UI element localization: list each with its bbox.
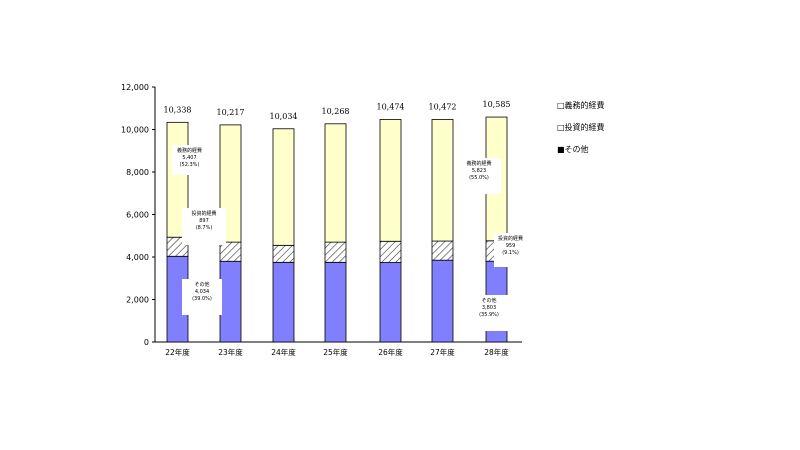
legend-entry: □投資的経費 xyxy=(557,122,605,132)
category-label: 24年度 xyxy=(271,347,296,357)
bar-segment-mandatory xyxy=(431,119,454,242)
data-callouts: 義務的経費5,407(52.3%)投資的経費897(8.7%)その他4,034(… xyxy=(172,145,527,331)
callout-text: 義務的経費 xyxy=(177,147,202,154)
bar-segment-investment xyxy=(324,241,347,263)
category-label: 27年度 xyxy=(430,347,455,357)
total-labels: 10,338 10,217 10,034 10,268 10,474 10,472 10,5… xyxy=(164,100,511,121)
y-tick-label: 6,000 xyxy=(126,211,149,220)
callout-text: 5,823 xyxy=(472,168,486,174)
y-tick-label: 12,000 xyxy=(121,83,149,92)
bar-segment-investment xyxy=(272,244,295,263)
callout-box xyxy=(182,208,226,245)
callout-box xyxy=(182,279,222,315)
category-labels: 22年度 23年度 24年度 25年度 26年度 27年度 28年度 xyxy=(165,347,509,357)
bar-segment-mandatory xyxy=(379,119,402,242)
callout-text: (52.3%) xyxy=(180,162,200,168)
y-tick-label: 2,000 xyxy=(126,296,149,305)
bar-segment-other xyxy=(431,259,454,343)
callout-text: (8.7%) xyxy=(196,225,213,231)
bar-segment-other xyxy=(324,261,347,343)
category-label: 23年度 xyxy=(218,347,243,357)
bar-segment-other xyxy=(379,262,402,343)
callout-text: 4,034 xyxy=(195,289,209,295)
legend-entry: □義務的経費 xyxy=(557,100,605,110)
y-tick-label: 0 xyxy=(144,338,149,347)
callout-text: 959 xyxy=(506,243,516,249)
legend: □義務的経費 □投資的経費 ■その他 xyxy=(557,100,605,154)
bar-segment-other xyxy=(272,261,295,343)
y-tick-label: 10,000 xyxy=(121,126,149,135)
bar-segment-mandatory xyxy=(324,123,347,243)
callout-box xyxy=(470,295,508,331)
callout-text: 5,407 xyxy=(182,155,196,161)
callout-box xyxy=(457,158,501,194)
bar-segment-investment xyxy=(379,240,402,263)
category-label: 28年度 xyxy=(484,347,509,357)
total-label: 10,474 xyxy=(377,102,405,111)
total-label: 10,338 xyxy=(164,105,192,114)
callout-text: (9.1%) xyxy=(502,250,519,256)
callout-text: 義務的経費 xyxy=(466,160,491,167)
bar-segment-mandatory xyxy=(272,128,295,246)
bar-segment-other xyxy=(219,260,242,343)
callout-text: (35.9%) xyxy=(479,312,499,318)
callout-text: (39.0%) xyxy=(192,296,212,302)
y-tick-label: 8,000 xyxy=(126,168,149,177)
category-label: 26年度 xyxy=(378,347,403,357)
y-tick-label: 4,000 xyxy=(126,253,149,262)
callout-text: 3,803 xyxy=(482,305,496,311)
callout-text: 投資的経費 xyxy=(498,235,523,242)
total-label: 10,217 xyxy=(217,108,245,117)
callout-box xyxy=(494,233,527,267)
category-label: 25年度 xyxy=(323,347,348,357)
callout-text: (55.0%) xyxy=(469,175,489,181)
callout-text: その他 xyxy=(194,281,209,288)
callout-box xyxy=(172,145,207,175)
total-label: 10,034 xyxy=(270,112,298,121)
callout-text: 897 xyxy=(199,218,209,224)
category-label: 22年度 xyxy=(165,347,190,357)
total-label: 10,472 xyxy=(429,102,457,111)
callout-text: その他 xyxy=(481,297,496,304)
y-axis-ticks: 0 2,000 4,000 6,000 8,000 10,000 12,000 xyxy=(121,83,155,347)
total-label: 10,268 xyxy=(322,107,350,116)
bar-segment-investment xyxy=(431,240,454,261)
legend-entry: ■その他 xyxy=(557,144,589,154)
callout-text: 投資的経費 xyxy=(191,210,216,217)
total-label: 10,585 xyxy=(483,100,511,109)
